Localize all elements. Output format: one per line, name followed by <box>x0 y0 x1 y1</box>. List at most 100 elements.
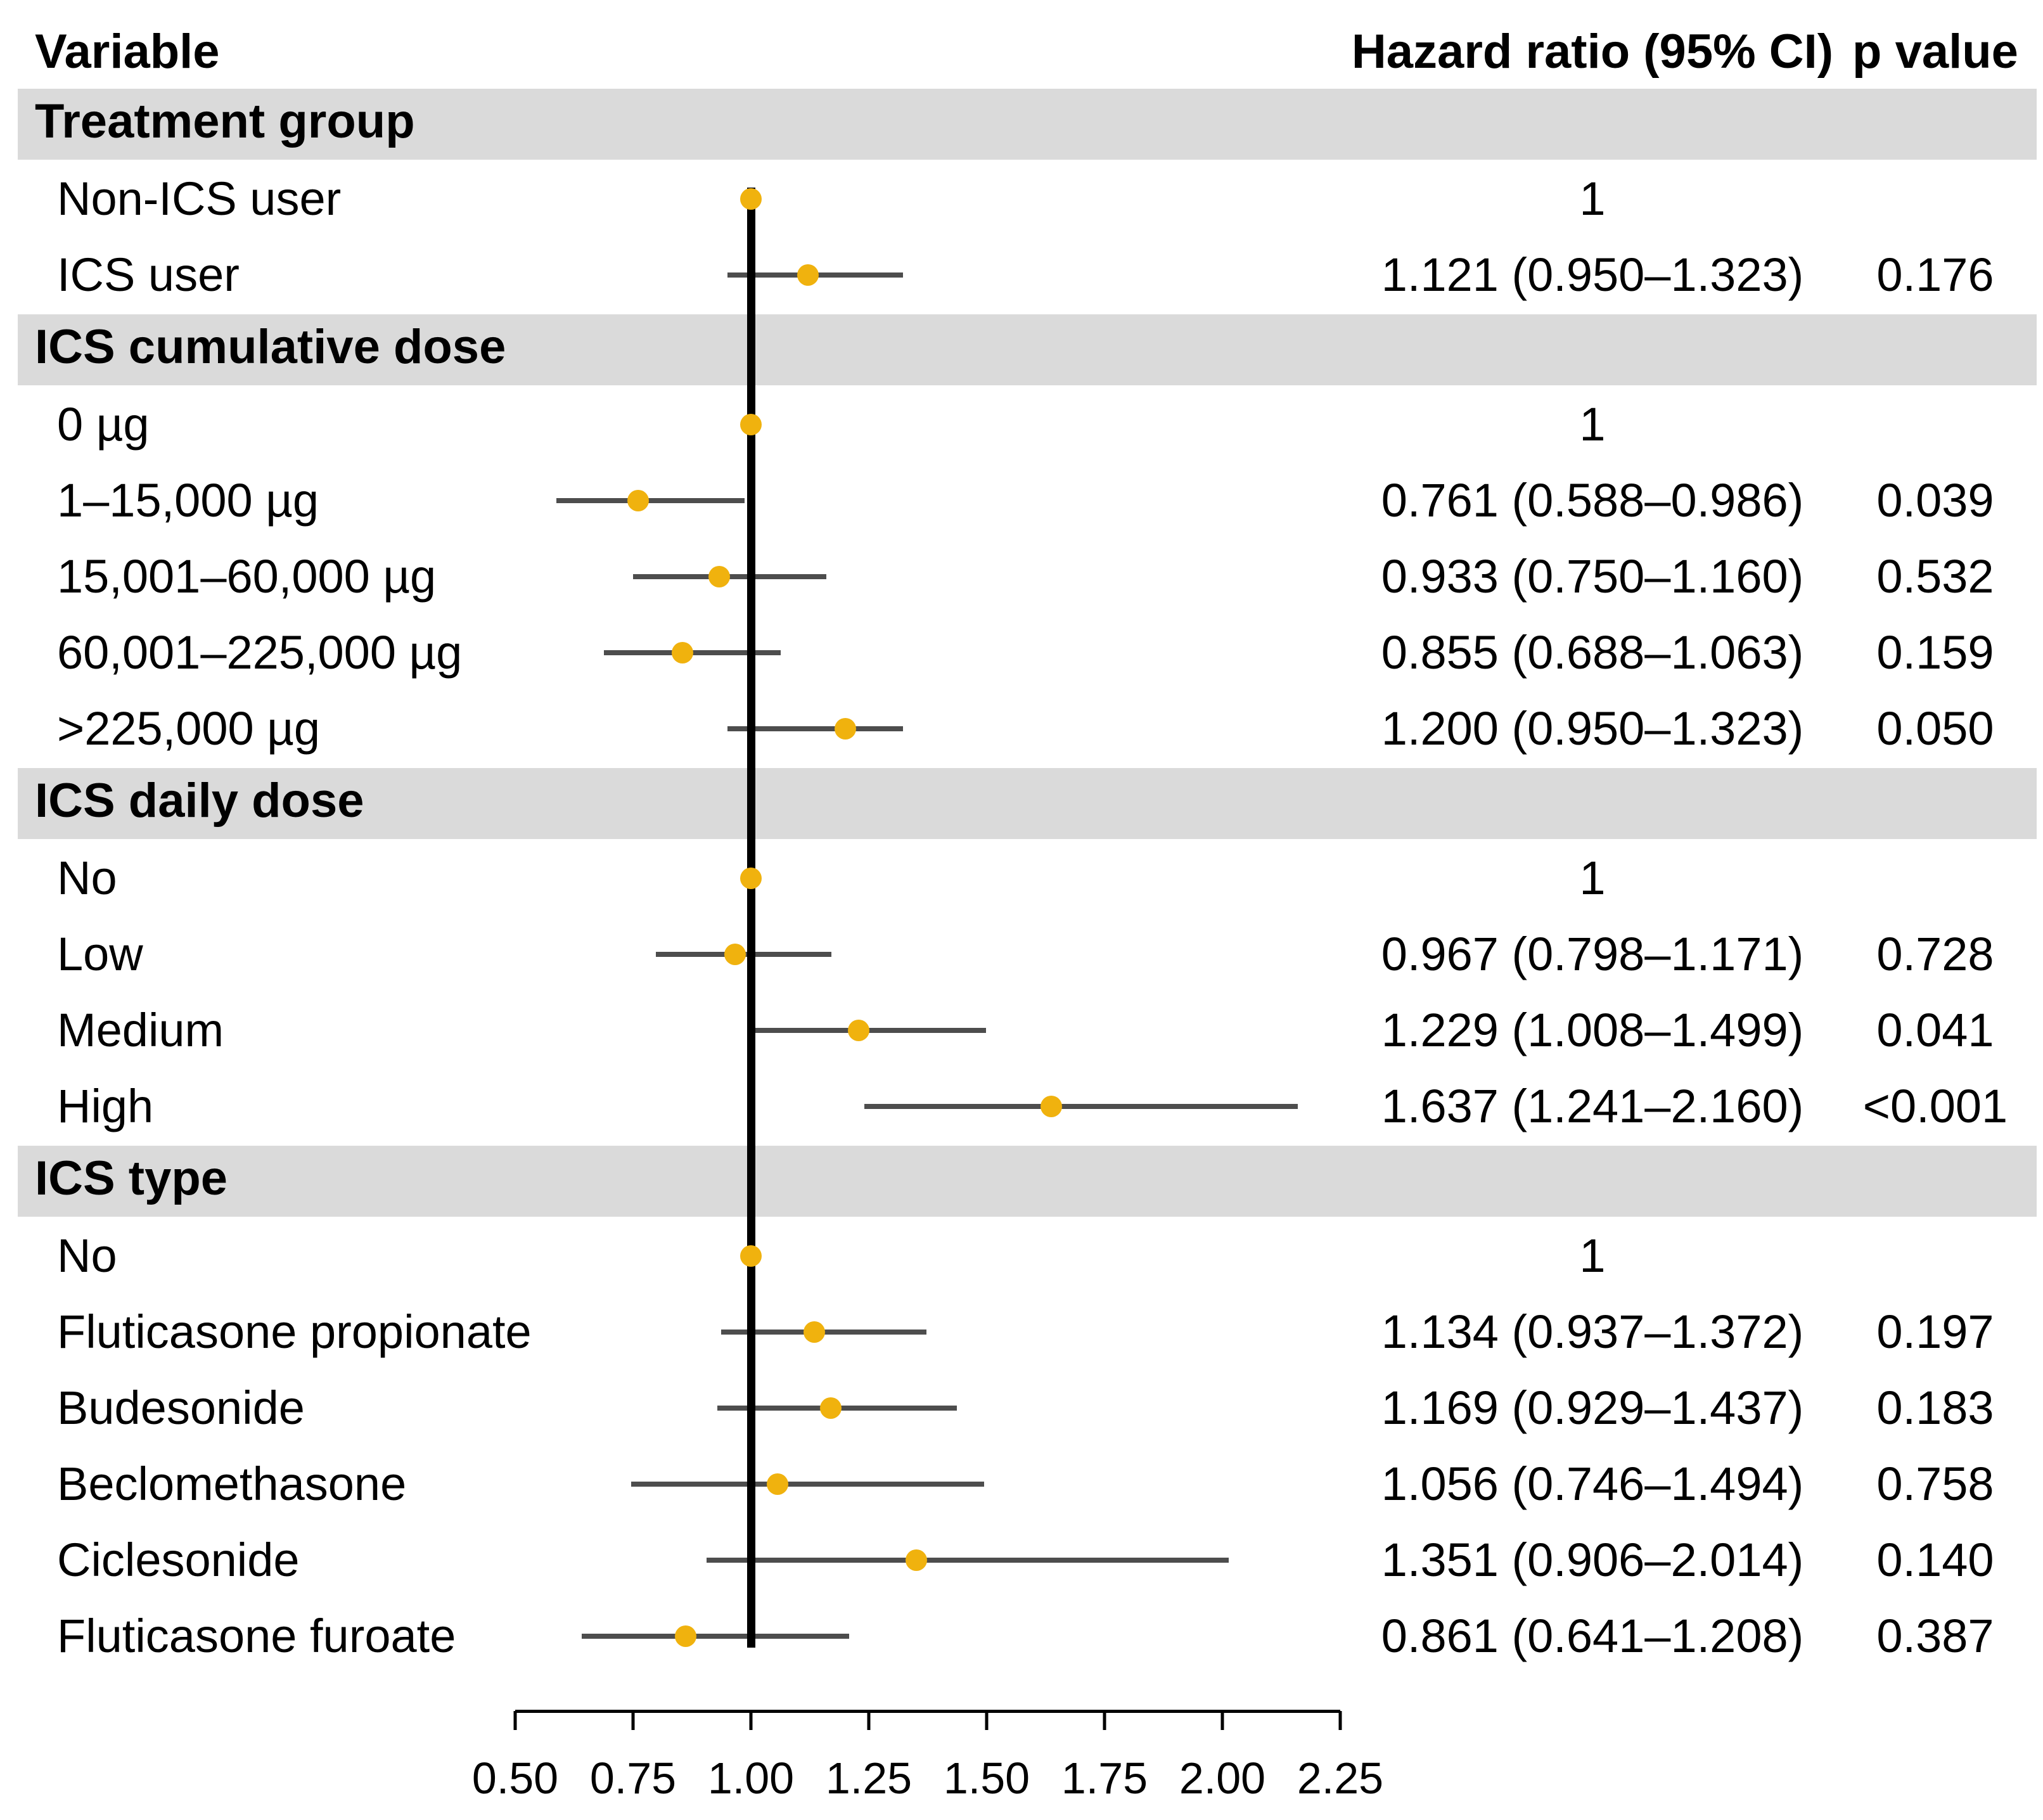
point-estimate-marker <box>766 1473 788 1495</box>
hazard-ratio-value: 0.967 (0.798–1.171) <box>1381 928 1804 980</box>
row-label: 60,001–225,000 µg <box>57 626 463 679</box>
row-label: No <box>57 852 117 904</box>
hazard-ratio-value: 1.229 (1.008–1.499) <box>1381 1004 1804 1056</box>
point-estimate-marker <box>797 264 819 286</box>
p-value: 0.159 <box>1876 626 1994 679</box>
column-header-hazard-ratio: Hazard ratio (95% CI) <box>1351 25 1834 79</box>
hazard-ratio-value: 0.761 (0.588–0.986) <box>1381 474 1804 527</box>
point-estimate-marker <box>674 1625 696 1647</box>
row-label: Fluticasone furoate <box>57 1610 456 1662</box>
p-value: 0.050 <box>1876 702 1994 755</box>
point-estimate-marker <box>906 1549 928 1571</box>
row-label: Budesonide <box>57 1381 305 1434</box>
row-label: Low <box>57 928 143 980</box>
point-estimate-marker <box>848 1020 870 1041</box>
row-label: Medium <box>57 1004 224 1056</box>
point-estimate-marker <box>740 868 762 889</box>
point-estimate-marker <box>708 566 731 587</box>
section-band <box>18 89 2037 160</box>
p-value: 0.728 <box>1876 928 1994 980</box>
section-header-label: ICS cumulative dose <box>35 320 506 374</box>
point-estimate-marker <box>740 188 762 210</box>
row-label: ICS user <box>57 248 240 301</box>
confidence-interval-bar <box>754 1028 987 1033</box>
hazard-ratio-value: 1.169 (0.929–1.437) <box>1381 1381 1804 1434</box>
confidence-interval-bar <box>581 1634 849 1639</box>
point-estimate-marker <box>672 642 694 663</box>
row-label: No <box>57 1229 117 1282</box>
x-axis-tick <box>1220 1711 1224 1730</box>
hazard-ratio-value: 1.200 (0.950–1.323) <box>1381 702 1804 755</box>
x-axis-tick <box>985 1711 989 1730</box>
point-estimate-marker <box>803 1321 825 1343</box>
x-axis-tick <box>631 1711 635 1730</box>
p-value: 0.758 <box>1876 1458 1994 1510</box>
x-axis-tick-label: 0.50 <box>471 1753 559 1803</box>
reference-line <box>746 188 755 1648</box>
confidence-interval-bar <box>864 1104 1298 1109</box>
x-axis-tick-label: 2.25 <box>1297 1753 1384 1803</box>
hazard-ratio-value: 0.855 (0.688–1.063) <box>1381 626 1804 679</box>
row-label: High <box>57 1080 154 1132</box>
row-label: Non-ICS user <box>57 172 342 225</box>
p-value: 0.039 <box>1876 474 1994 527</box>
p-value: 0.183 <box>1876 1381 1994 1434</box>
section-header-label: ICS type <box>35 1151 228 1205</box>
x-axis-tick <box>1338 1711 1342 1730</box>
point-estimate-marker <box>740 1245 762 1267</box>
x-axis-tick-label: 1.00 <box>707 1753 795 1803</box>
row-label: 0 µg <box>57 398 150 451</box>
p-value: 0.532 <box>1876 550 1994 603</box>
x-axis-tick <box>513 1711 517 1730</box>
row-label: Ciclesonide <box>57 1534 300 1586</box>
confidence-interval-bar <box>556 498 745 503</box>
point-estimate-marker <box>724 944 746 965</box>
section-band <box>18 314 2037 385</box>
row-label: 15,001–60,000 µg <box>57 550 437 603</box>
x-axis-tick-label: 0.75 <box>589 1753 677 1803</box>
point-estimate-marker <box>819 1397 842 1419</box>
section-band <box>18 1146 2037 1217</box>
p-value: 0.140 <box>1876 1534 1994 1586</box>
point-estimate-marker <box>1040 1096 1062 1117</box>
point-estimate-marker <box>627 490 650 511</box>
hazard-ratio-value: 1.056 (0.746–1.494) <box>1381 1458 1804 1510</box>
hazard-ratio-value: 1.134 (0.937–1.372) <box>1381 1305 1804 1358</box>
hazard-ratio-value: 1.351 (0.906–2.014) <box>1381 1534 1804 1586</box>
column-header-p-value: p value <box>1852 25 2018 79</box>
confidence-interval-bar <box>631 1482 984 1487</box>
x-axis-tick <box>749 1711 753 1730</box>
x-axis-tick-label: 2.00 <box>1179 1753 1266 1803</box>
x-axis-tick <box>1103 1711 1106 1730</box>
row-label: >225,000 µg <box>57 702 321 755</box>
x-axis-tick-label: 1.25 <box>825 1753 913 1803</box>
confidence-interval-bar <box>707 1558 1229 1563</box>
x-axis-tick-label: 1.75 <box>1061 1753 1148 1803</box>
section-band <box>18 768 2037 839</box>
p-value: 0.197 <box>1876 1305 1994 1358</box>
x-axis-line <box>515 1710 1340 1713</box>
hazard-ratio-value: 0.861 (0.641–1.208) <box>1381 1610 1804 1662</box>
hazard-ratio-value: 0.933 (0.750–1.160) <box>1381 550 1804 603</box>
point-estimate-marker <box>834 718 856 740</box>
hazard-ratio-value: 1 <box>1579 172 1606 225</box>
hazard-ratio-value: 1 <box>1579 1229 1606 1282</box>
point-estimate-marker <box>740 414 762 435</box>
column-header-variable: Variable <box>35 25 220 79</box>
x-axis-tick <box>867 1711 871 1730</box>
x-axis-tick-label: 1.50 <box>943 1753 1030 1803</box>
p-value: <0.001 <box>1862 1080 2008 1132</box>
row-label: 1–15,000 µg <box>57 474 319 527</box>
section-header-label: ICS daily dose <box>35 774 364 828</box>
hazard-ratio-value: 1.637 (1.241–2.160) <box>1381 1080 1804 1132</box>
confidence-interval-bar <box>727 726 904 731</box>
p-value: 0.387 <box>1876 1610 1994 1662</box>
row-label: Fluticasone propionate <box>57 1305 532 1358</box>
p-value: 0.176 <box>1876 248 1994 301</box>
section-header-label: Treatment group <box>35 94 415 148</box>
hazard-ratio-value: 1.121 (0.950–1.323) <box>1381 248 1804 301</box>
hazard-ratio-value: 1 <box>1579 852 1606 904</box>
row-label: Beclomethasone <box>57 1458 407 1510</box>
hazard-ratio-value: 1 <box>1579 398 1606 451</box>
